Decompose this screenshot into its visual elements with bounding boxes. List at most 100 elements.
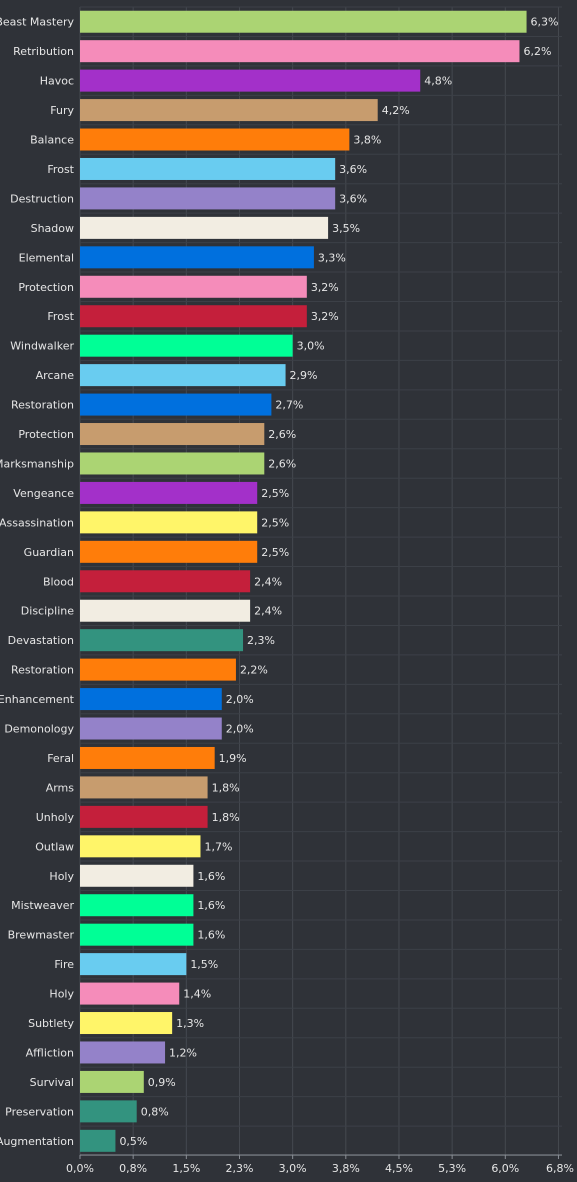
- bar: [80, 364, 286, 387]
- value-label: 1,6%: [197, 929, 225, 942]
- x-tick-label: 6,8%: [546, 1162, 574, 1175]
- value-label: 1,4%: [183, 988, 211, 1001]
- bar: [80, 99, 378, 122]
- value-label: 4,8%: [424, 75, 452, 88]
- bar: [80, 40, 520, 63]
- category-label: Outlaw: [35, 840, 74, 853]
- bar: [80, 10, 527, 33]
- bar: [80, 1100, 137, 1123]
- bar: [80, 187, 336, 210]
- bar: [80, 1041, 166, 1064]
- x-axis: 0,0% 0,8% 1,5% 2,3% 3,0% 3,8% 4,5% 5,3% 6,0% 6,8%: [66, 1154, 574, 1175]
- value-label: 1,5%: [190, 958, 218, 971]
- category-label: Shadow: [31, 222, 74, 235]
- category-label: Restoration: [11, 664, 74, 677]
- bar: [80, 246, 314, 269]
- value-label: 6,3%: [531, 16, 559, 29]
- value-label: 3,0%: [297, 340, 325, 353]
- category-label: Assassination: [0, 516, 74, 529]
- x-tick-label: 0,0%: [66, 1162, 94, 1175]
- category-label: Retribution: [13, 45, 74, 58]
- category-label: Enhancement: [0, 693, 75, 706]
- value-label: 0,8%: [141, 1105, 169, 1118]
- value-label: 2,5%: [261, 487, 289, 500]
- x-tick-label: 6,0%: [491, 1162, 519, 1175]
- bar: [80, 864, 194, 887]
- category-label: Augmentation: [0, 1135, 74, 1148]
- category-label: Affliction: [26, 1046, 74, 1059]
- value-label: 2,6%: [268, 428, 296, 441]
- value-label: 1,3%: [176, 1017, 204, 1030]
- bar: [80, 334, 293, 357]
- category-label: Preservation: [5, 1105, 74, 1118]
- bar: [80, 805, 208, 828]
- category-label: Demonology: [4, 723, 74, 736]
- category-label: Mistweaver: [11, 899, 74, 912]
- category-label: Discipline: [21, 605, 74, 618]
- bar: [80, 69, 421, 92]
- value-label: 3,6%: [339, 163, 367, 176]
- bar: [80, 982, 180, 1005]
- bar: [80, 599, 251, 622]
- value-label: 2,5%: [261, 546, 289, 559]
- bar: [80, 423, 265, 446]
- value-label: 0,9%: [148, 1076, 176, 1089]
- category-label: Protection: [18, 428, 74, 441]
- value-label: 1,2%: [169, 1046, 197, 1059]
- value-label: 2,5%: [261, 516, 289, 529]
- category-label: Brewmaster: [8, 929, 75, 942]
- bar: [80, 894, 194, 917]
- bar: [80, 1012, 173, 1035]
- bar: [80, 953, 187, 976]
- category-label: Arms: [46, 781, 75, 794]
- bar: [80, 216, 329, 239]
- category-label: Beast Mastery: [0, 16, 74, 29]
- bar: [80, 1129, 116, 1152]
- category-label: Arcane: [36, 369, 75, 382]
- value-label: 1,8%: [212, 781, 240, 794]
- value-label: 2,2%: [240, 664, 268, 677]
- category-label: Destruction: [10, 192, 74, 205]
- category-label: Holy: [49, 870, 74, 883]
- value-label: 1,6%: [197, 870, 225, 883]
- category-label: Holy: [49, 988, 74, 1001]
- bar: [80, 658, 236, 681]
- category-label: Subtlety: [28, 1017, 74, 1030]
- category-label: Frost: [47, 310, 74, 323]
- bar: [80, 393, 272, 416]
- x-tick-label: 5,3%: [438, 1162, 466, 1175]
- bar: [80, 717, 222, 740]
- bar: [80, 629, 244, 652]
- value-label: 2,7%: [275, 399, 303, 412]
- category-label: Restoration: [11, 399, 74, 412]
- category-label: Fire: [54, 958, 74, 971]
- value-label: 3,6%: [339, 192, 367, 205]
- category-label: Elemental: [19, 251, 74, 264]
- bar: [80, 746, 215, 769]
- bar: [80, 275, 307, 298]
- value-label: 6,2%: [523, 45, 551, 58]
- value-label: 3,5%: [332, 222, 360, 235]
- category-labels: Beast Mastery Retribution Havoc Fury Balance…: [0, 16, 75, 1148]
- bar: [80, 570, 251, 593]
- category-label: Balance: [30, 134, 74, 147]
- value-label: 3,2%: [311, 281, 339, 294]
- bar: [80, 923, 194, 946]
- bar: [80, 688, 222, 711]
- bar: [80, 128, 350, 151]
- bar: [80, 481, 258, 504]
- value-label: 1,9%: [219, 752, 247, 765]
- grid-lines: [79, 6, 562, 1157]
- x-tick-label: 3,8%: [332, 1162, 360, 1175]
- bar: [80, 776, 208, 799]
- value-label: 3,3%: [318, 251, 346, 264]
- value-label: 0,5%: [119, 1135, 147, 1148]
- category-label: Windwalker: [10, 340, 74, 353]
- value-label: 2,4%: [254, 575, 282, 588]
- bars: [80, 10, 527, 1152]
- value-label: 2,4%: [254, 605, 282, 618]
- value-label: 1,6%: [197, 899, 225, 912]
- category-label: Guardian: [24, 546, 74, 559]
- bar: [80, 1070, 144, 1093]
